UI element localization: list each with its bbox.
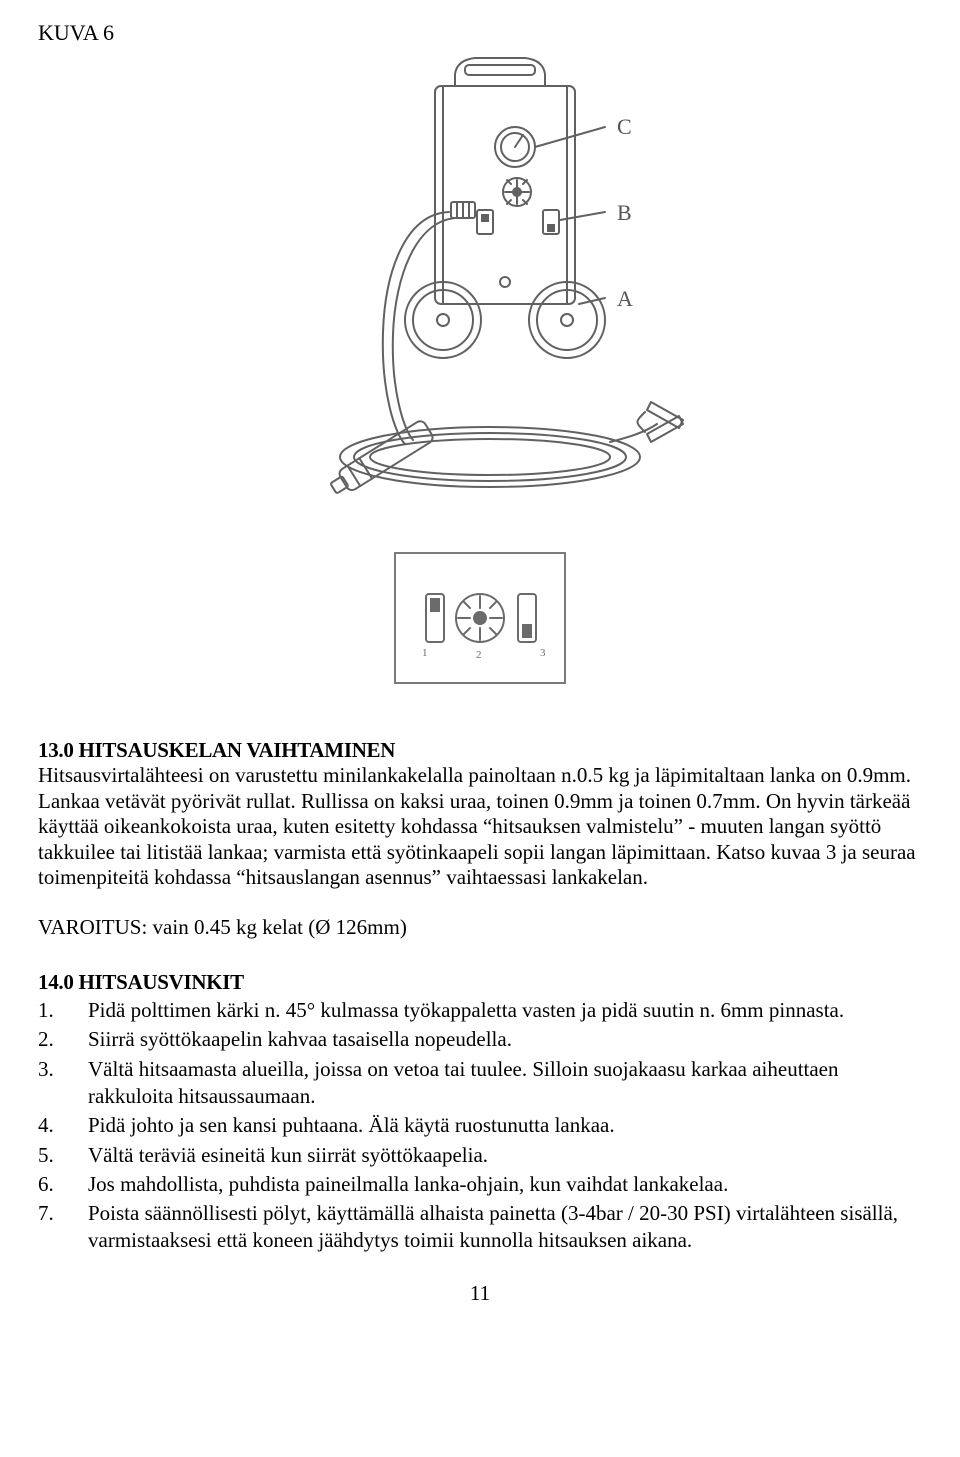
- hints-list: Pidä polttimen kärki n. 45° kulmassa työ…: [38, 997, 922, 1255]
- figure-panel-detail: 1 2 3: [394, 552, 566, 684]
- hint-item: Pidä polttimen kärki n. 45° kulmassa työ…: [88, 997, 922, 1024]
- hint-item: Siirrä syöttökaapelin kahvaa tasaisella …: [88, 1026, 922, 1053]
- hint-item: Vältä hitsaamasta alueilla, joissa on ve…: [88, 1056, 922, 1111]
- svg-text:1: 1: [422, 647, 428, 659]
- svg-text:2: 2: [476, 649, 482, 661]
- section-14-heading: 14.0 HITSAUSVINKIT: [38, 970, 922, 995]
- callout-a: A: [617, 286, 633, 311]
- figure-label: KUVA 6: [38, 20, 922, 46]
- section-13-heading: 13.0 HITSAUSKELAN VAIHTAMINEN: [38, 738, 922, 763]
- hint-item: Vältä teräviä esineitä kun siirrät syött…: [88, 1142, 922, 1169]
- callout-c: C: [617, 114, 632, 139]
- callout-b: B: [617, 200, 632, 225]
- document-page: KUVA 6: [0, 0, 960, 1346]
- section-13-body: Hitsausvirtalähteesi on varustettu minil…: [38, 763, 922, 891]
- hint-item: Jos mahdollista, puhdista paineilmalla l…: [88, 1171, 922, 1198]
- figure-main-welder: C B A: [265, 52, 695, 502]
- hint-item: Pidä johto ja sen kansi puhtaana. Älä kä…: [88, 1112, 922, 1139]
- svg-text:3: 3: [540, 647, 546, 659]
- warning-text: VAROITUS: vain 0.45 kg kelat (Ø 126mm): [38, 915, 922, 940]
- hint-item: Poista säännöllisesti pölyt, käyttämällä…: [88, 1200, 922, 1255]
- page-number: 11: [38, 1281, 922, 1306]
